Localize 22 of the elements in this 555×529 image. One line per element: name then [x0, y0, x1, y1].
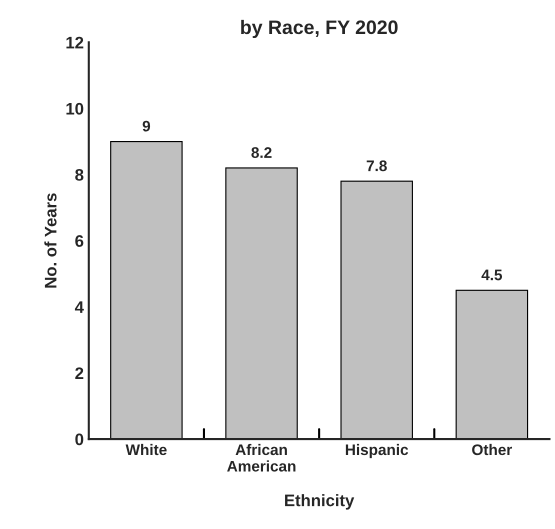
x-axis-title: Ethnicity	[285, 494, 354, 510]
x-tick-label: Hispanic	[346, 444, 408, 458]
data-label: 4.5	[481, 270, 502, 280]
y-tick-label: 12	[66, 36, 84, 48]
y-tick-label: 10	[66, 102, 84, 115]
y-tick-label: 0	[75, 433, 84, 446]
bar	[225, 167, 298, 440]
x-tick-label: Other	[472, 444, 512, 456]
y-tick-label: 2	[75, 367, 84, 379]
y-tick-label: 4	[74, 301, 84, 313]
y-axis-title: No. of Years	[44, 193, 57, 288]
bar	[340, 180, 413, 440]
bar	[456, 290, 528, 440]
y-tick-label: 8	[75, 168, 84, 181]
data-label: 8.2	[251, 147, 272, 158]
bar	[110, 140, 183, 440]
x-tick-label: White	[126, 444, 167, 456]
x-tick-label: African American	[227, 444, 296, 472]
chart-title: by Race, FY 2020	[241, 20, 398, 38]
data-label: 7.8	[366, 160, 387, 172]
y-tick-label: 6	[75, 235, 84, 247]
data-label: 9	[142, 120, 150, 132]
